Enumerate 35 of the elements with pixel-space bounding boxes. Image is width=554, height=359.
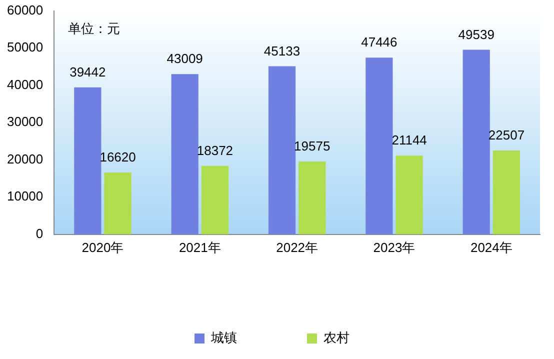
- data-label: 45133: [264, 43, 300, 58]
- annotation: 单位：元: [68, 20, 120, 36]
- bar: [396, 156, 423, 234]
- x-tick-label: 2021年: [178, 240, 221, 255]
- x-tick-label: 2022年: [276, 240, 318, 255]
- y-tick-label: 30000: [6, 114, 44, 130]
- data-label: 39442: [70, 64, 106, 80]
- x-tick-label: 2020年: [82, 240, 124, 255]
- y-tick-label: 0: [36, 226, 44, 241]
- legend-label: 城镇: [210, 330, 237, 346]
- data-label: 19575: [294, 138, 330, 154]
- bar: [171, 74, 198, 234]
- bar: [366, 58, 393, 234]
- bar: [104, 172, 132, 234]
- data-label: 21144: [392, 132, 427, 148]
- bar: [462, 50, 490, 234]
- data-label: 49539: [458, 26, 494, 42]
- data-label: 22507: [488, 128, 525, 143]
- x-tick-label: 2024年: [470, 240, 512, 255]
- bar: [74, 87, 102, 234]
- bar: [201, 166, 229, 234]
- y-tick-label: 60000: [6, 2, 44, 18]
- legend-label: 农村: [324, 330, 350, 346]
- y-tick-label: 50000: [6, 40, 44, 55]
- data-label: 47446: [361, 34, 398, 50]
- x-tick-label: 2023年: [373, 240, 416, 255]
- data-label: 16620: [100, 150, 136, 165]
- bar: [492, 150, 520, 234]
- y-tick-label: 20000: [6, 151, 44, 166]
- data-label: 43009: [166, 51, 203, 66]
- y-tick-label: 40000: [6, 76, 44, 92]
- data-label: 18372: [196, 143, 234, 158]
- y-tick-label: 10000: [6, 188, 44, 204]
- bar: [268, 66, 296, 234]
- bar: [298, 161, 326, 234]
